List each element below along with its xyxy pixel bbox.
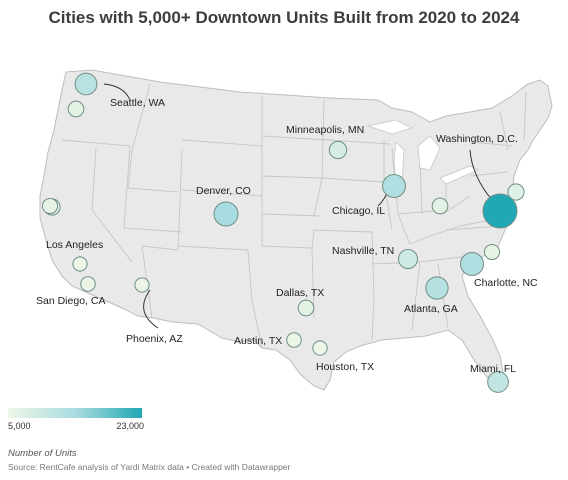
city-label: Denver, CO [196, 185, 251, 197]
city-bubble [74, 72, 98, 96]
city-bubble [41, 197, 59, 215]
city-bubble [297, 299, 315, 317]
city-label: Austin, TX [234, 335, 282, 347]
city-label: San Diego, CA [36, 295, 105, 307]
city-bubble [312, 340, 328, 356]
state-borders [61, 83, 527, 349]
city-label: Chicago, IL [332, 205, 385, 217]
city-label: Houston, TX [316, 361, 374, 373]
city-bubble [286, 332, 302, 348]
washington-arrow [469, 149, 493, 201]
city-label: Washington, D.C. [436, 133, 518, 145]
city-label: Atlanta, GA [404, 303, 458, 315]
city-bubble [213, 201, 239, 227]
city-label: Dallas, TX [276, 287, 324, 299]
city-bubble [431, 197, 449, 215]
legend-max-label: 23,000 [116, 421, 144, 431]
city-label: Nashville, TN [332, 245, 394, 257]
city-bubble [507, 183, 525, 201]
city-label: Charlotte, NC [474, 277, 538, 289]
city-bubble [72, 256, 88, 272]
city-bubble [487, 371, 509, 393]
city-label: Seattle, WA [110, 97, 165, 109]
city-label: Phoenix, AZ [126, 333, 183, 345]
seattle-arrow [103, 83, 131, 101]
city-bubble [80, 276, 96, 292]
city-bubble [398, 249, 418, 269]
city-bubble [328, 140, 348, 160]
legend-title: Number of Units [8, 448, 77, 459]
city-label: Minneapolis, MN [286, 124, 364, 136]
city-bubble [425, 276, 449, 300]
label-arrows [103, 83, 493, 329]
chart-title: Cities with 5,000+ Downtown Units Built … [48, 8, 520, 27]
legend-min-label: 5,000 [8, 421, 31, 431]
city-bubble [67, 100, 85, 118]
city-label: Miami, FL [470, 363, 516, 375]
legend-gradient [8, 408, 142, 418]
city-label: Los Angeles [46, 239, 103, 251]
color-legend: 5,000 23,000 [8, 408, 144, 431]
city-bubble [460, 252, 484, 276]
city-bubble [382, 174, 406, 198]
city-bubble [134, 277, 150, 293]
phoenix-arrow [143, 289, 159, 329]
city-bubble [483, 243, 501, 261]
city-bubble [482, 193, 518, 229]
source-note: Source: RentCafe analysis of Yardi Matri… [8, 462, 291, 472]
